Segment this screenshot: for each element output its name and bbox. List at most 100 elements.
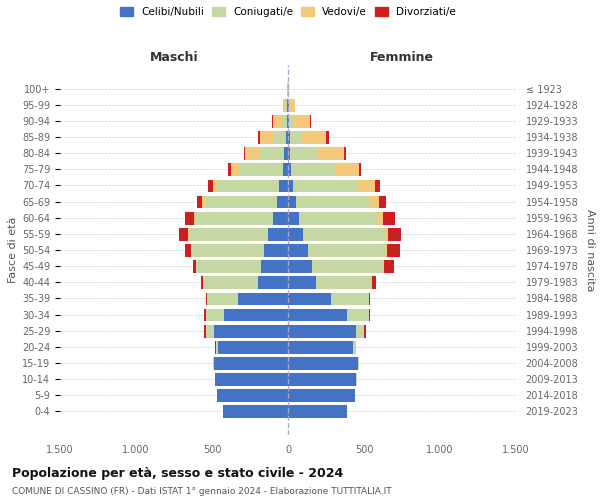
Bar [283, 98, 286, 112]
Bar [335, 162, 359, 176]
Bar [310, 114, 311, 128]
Bar [316, 276, 373, 289]
Bar [288, 388, 355, 402]
Y-axis label: Anni di nascita: Anni di nascita [585, 209, 595, 291]
Bar [303, 227, 385, 240]
Bar [287, 114, 288, 128]
Bar [260, 130, 274, 144]
Bar [179, 227, 188, 240]
Bar [388, 227, 401, 240]
Bar [217, 388, 288, 402]
Bar [288, 276, 316, 289]
Text: Popolazione per età, sesso e stato civile - 2024: Popolazione per età, sesso e stato civil… [12, 468, 343, 480]
Bar [385, 243, 387, 257]
Bar [206, 292, 208, 306]
Bar [288, 130, 290, 144]
Bar [368, 308, 370, 322]
Bar [290, 146, 317, 160]
Bar [359, 162, 361, 176]
Bar [358, 356, 359, 370]
Bar [288, 308, 347, 322]
Bar [288, 356, 358, 370]
Bar [272, 114, 273, 128]
Bar [239, 162, 283, 176]
Bar [347, 308, 368, 322]
Bar [374, 178, 380, 192]
Bar [195, 211, 273, 224]
Bar [288, 194, 296, 208]
Bar [223, 404, 288, 418]
Bar [288, 324, 356, 338]
Bar [238, 292, 288, 306]
Bar [299, 211, 379, 224]
Bar [288, 404, 347, 418]
Bar [185, 243, 191, 257]
Bar [205, 308, 206, 322]
Bar [273, 114, 282, 128]
Bar [218, 178, 279, 192]
Bar [274, 130, 286, 144]
Legend: Celibi/Nubili, Coniugati/e, Vedovi/e, Divorziati/e: Celibi/Nubili, Coniugati/e, Vedovi/e, Di… [120, 8, 456, 18]
Bar [286, 130, 288, 144]
Bar [383, 260, 384, 273]
Bar [288, 178, 293, 192]
Bar [368, 194, 379, 208]
Bar [282, 114, 287, 128]
Bar [197, 194, 202, 208]
Bar [368, 292, 370, 306]
Bar [384, 260, 394, 273]
Bar [215, 340, 216, 353]
Text: COMUNE DI CASSINO (FR) - Dati ISTAT 1° gennaio 2024 - Elaborazione TUTTITALIA.IT: COMUNE DI CASSINO (FR) - Dati ISTAT 1° g… [12, 488, 392, 496]
Bar [273, 211, 288, 224]
Bar [228, 162, 231, 176]
Bar [296, 194, 368, 208]
Bar [288, 162, 291, 176]
Bar [293, 114, 310, 128]
Bar [262, 260, 288, 273]
Bar [288, 340, 353, 353]
Bar [279, 178, 288, 192]
Bar [214, 356, 288, 370]
Bar [379, 194, 386, 208]
Bar [191, 243, 265, 257]
Bar [286, 98, 287, 112]
Y-axis label: Fasce di età: Fasce di età [8, 217, 18, 283]
Bar [193, 260, 196, 273]
Bar [383, 211, 395, 224]
Bar [244, 146, 245, 160]
Bar [373, 276, 376, 289]
Bar [289, 98, 290, 112]
Bar [206, 308, 224, 322]
Text: Maschi: Maschi [149, 52, 199, 64]
Bar [257, 276, 288, 289]
Bar [358, 178, 374, 192]
Bar [293, 178, 358, 192]
Bar [277, 194, 288, 208]
Bar [302, 130, 326, 144]
Bar [344, 146, 346, 160]
Bar [288, 114, 289, 128]
Bar [288, 292, 331, 306]
Bar [387, 243, 400, 257]
Bar [308, 243, 385, 257]
Bar [291, 162, 335, 176]
Bar [288, 227, 303, 240]
Bar [288, 243, 308, 257]
Bar [215, 372, 288, 386]
Bar [202, 194, 205, 208]
Bar [206, 324, 214, 338]
Bar [290, 98, 295, 112]
Bar [288, 372, 356, 386]
Bar [194, 211, 195, 224]
Bar [356, 324, 364, 338]
Bar [216, 340, 218, 353]
Bar [213, 356, 214, 370]
Bar [331, 292, 368, 306]
Bar [379, 211, 383, 224]
Bar [265, 243, 288, 257]
Bar [289, 114, 293, 128]
Text: Femmine: Femmine [370, 52, 434, 64]
Bar [288, 260, 311, 273]
Bar [224, 308, 288, 322]
Bar [189, 227, 268, 240]
